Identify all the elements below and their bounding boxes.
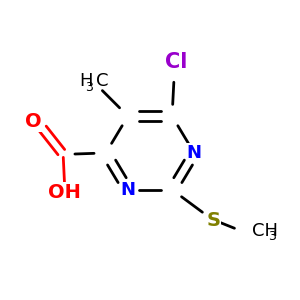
Text: H: H xyxy=(79,72,93,90)
Text: N: N xyxy=(120,181,135,199)
Text: N: N xyxy=(187,144,202,162)
Text: O: O xyxy=(26,112,42,130)
Text: S: S xyxy=(206,211,220,230)
Text: C: C xyxy=(95,72,108,90)
Text: 3: 3 xyxy=(268,230,276,243)
Text: 3: 3 xyxy=(85,81,93,94)
Text: Cl: Cl xyxy=(165,52,187,72)
Text: OH: OH xyxy=(48,183,81,202)
Text: CH: CH xyxy=(252,222,278,240)
